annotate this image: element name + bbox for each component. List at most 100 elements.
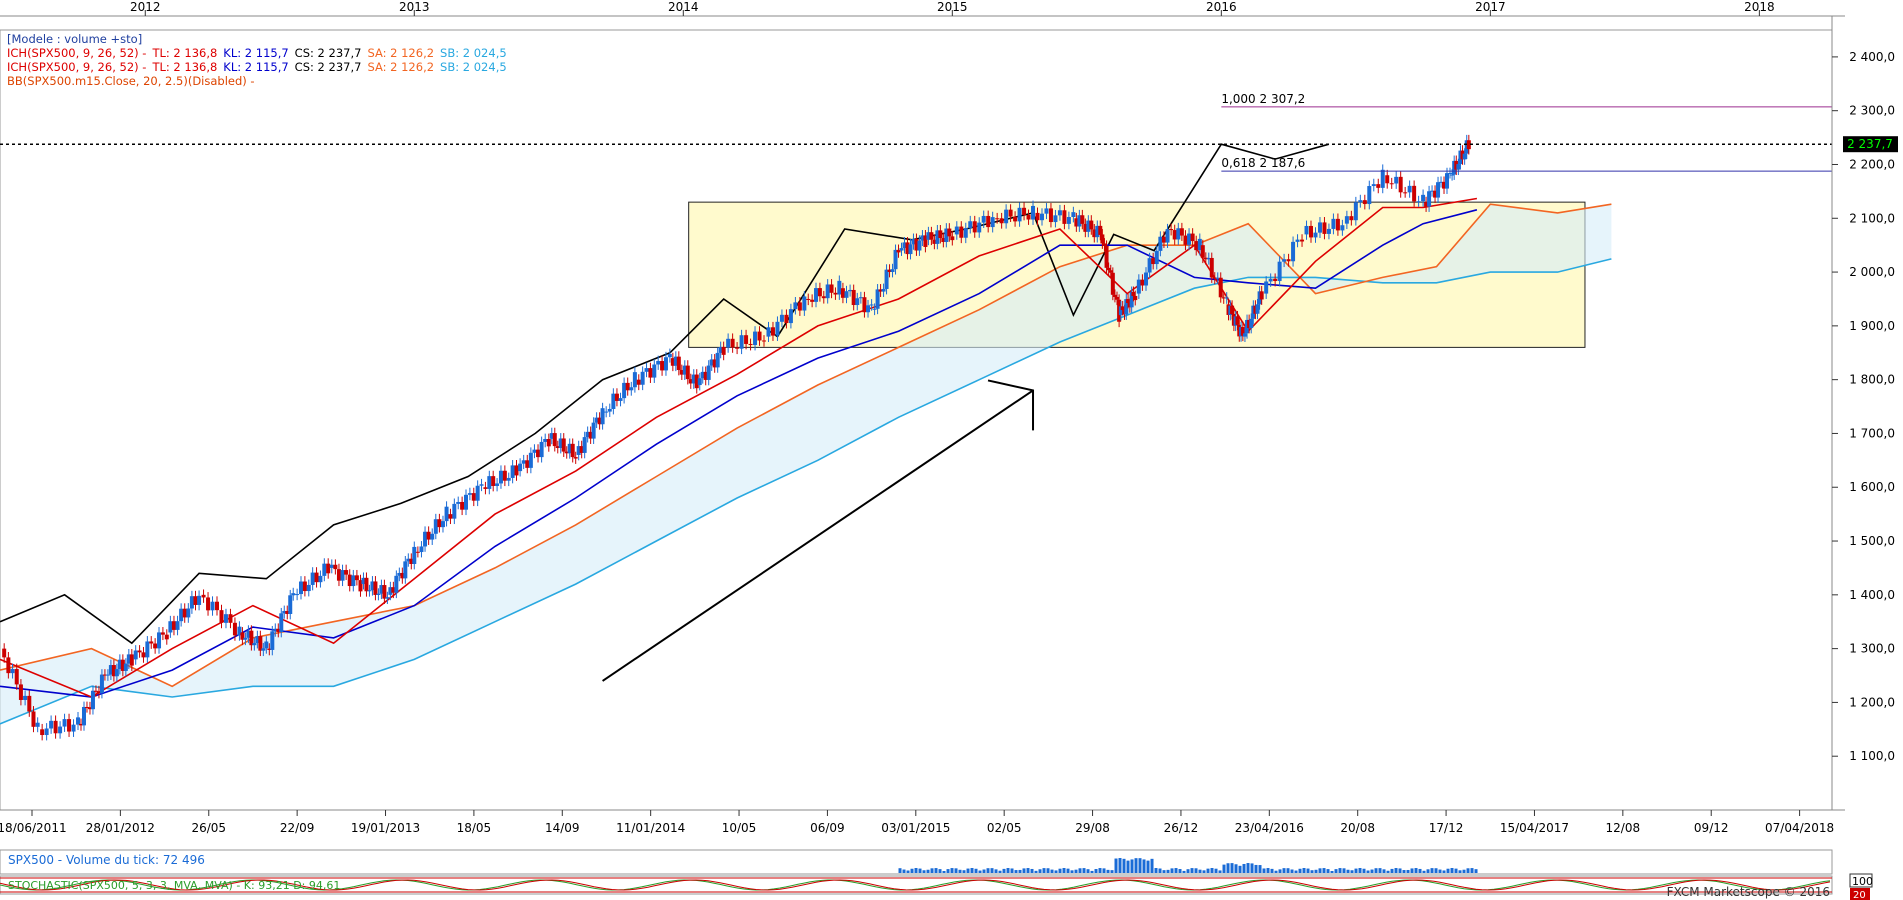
candle-body bbox=[797, 302, 802, 311]
candle-body bbox=[625, 382, 630, 391]
volume-bar bbox=[1106, 869, 1110, 873]
candle-body bbox=[1464, 140, 1469, 154]
volume-bar bbox=[1454, 868, 1458, 873]
candle-body bbox=[576, 446, 581, 455]
candle-body bbox=[1206, 257, 1211, 260]
volume-bar bbox=[1038, 869, 1042, 873]
candle-body bbox=[193, 596, 198, 605]
date-tick-label: 10/05 bbox=[722, 821, 757, 835]
volume-bar bbox=[962, 870, 966, 873]
legend-part: KL: 2 115,7 bbox=[223, 46, 289, 60]
volume-bar bbox=[910, 868, 914, 873]
date-tick-label: 17/12 bbox=[1429, 821, 1464, 835]
candle-body bbox=[1106, 267, 1111, 271]
candle-body bbox=[1013, 216, 1018, 222]
candle-body bbox=[1439, 181, 1444, 183]
candle-body bbox=[376, 593, 381, 595]
candle-body bbox=[219, 610, 224, 623]
candle-body bbox=[1427, 191, 1432, 207]
candle-body bbox=[197, 595, 202, 605]
volume-bar bbox=[1134, 858, 1138, 873]
candle-body bbox=[506, 477, 511, 481]
candle-body bbox=[117, 659, 122, 670]
volume-bar bbox=[1442, 870, 1446, 873]
main-plot-area[interactable] bbox=[0, 29, 1833, 811]
volume-bar bbox=[1014, 870, 1018, 873]
candle-body bbox=[1273, 278, 1278, 282]
candle-body bbox=[935, 230, 940, 244]
candle-body bbox=[329, 564, 334, 568]
candle-body bbox=[123, 663, 128, 671]
candle-body bbox=[448, 514, 453, 519]
candle-body bbox=[210, 601, 215, 611]
volume-bar bbox=[1098, 868, 1102, 873]
candle-body bbox=[1403, 192, 1408, 194]
candle-body bbox=[622, 382, 627, 399]
candle-body bbox=[555, 446, 560, 449]
volume-bar bbox=[1046, 868, 1050, 873]
candle-body bbox=[573, 457, 578, 459]
candle-body bbox=[1295, 239, 1300, 242]
candle-body bbox=[6, 657, 11, 674]
volume-bar bbox=[1034, 870, 1038, 873]
date-tick-label: 22/09 bbox=[280, 821, 315, 835]
legend-part: SB: 2 024,5 bbox=[440, 60, 507, 74]
candle-body bbox=[206, 597, 211, 611]
candle-body bbox=[273, 628, 278, 632]
volume-bar bbox=[1118, 858, 1122, 873]
candle-body bbox=[735, 347, 740, 349]
volume-bar bbox=[1102, 868, 1106, 873]
date-axis[interactable]: 18/06/2011 28/01/2012 26/05 22/09 19/01/2013… bbox=[0, 810, 1834, 835]
candle-body bbox=[1309, 225, 1314, 238]
candle-body bbox=[288, 595, 293, 614]
volume-bar bbox=[1190, 868, 1194, 873]
candle-body bbox=[872, 308, 877, 310]
candle-body bbox=[1436, 182, 1441, 198]
candle-body bbox=[1421, 194, 1426, 202]
candle-body bbox=[243, 637, 248, 640]
candle-body bbox=[347, 574, 352, 587]
candle-body bbox=[1129, 291, 1134, 308]
price-axis[interactable]: 1 100,0 1 200,0 1 300,0 1 400,0 1 500,0 1 600… bbox=[1832, 50, 1895, 763]
volume-bar bbox=[1254, 864, 1258, 873]
candle-body bbox=[1224, 297, 1229, 299]
candle-body bbox=[558, 438, 563, 449]
candle-body bbox=[298, 581, 303, 595]
candle-body bbox=[1344, 216, 1349, 224]
candle-body bbox=[941, 238, 946, 243]
candle-body bbox=[44, 728, 49, 736]
candle-body bbox=[579, 446, 584, 453]
volume-bar bbox=[1422, 870, 1426, 873]
candle-body bbox=[168, 621, 173, 633]
volume-bar bbox=[1386, 870, 1390, 873]
candle-body bbox=[237, 626, 242, 636]
volume-bar bbox=[990, 868, 994, 873]
candle-body bbox=[1044, 208, 1049, 214]
candle-body bbox=[258, 636, 263, 651]
candle-body bbox=[1120, 306, 1125, 311]
candle-body bbox=[1194, 241, 1199, 251]
candle-body bbox=[597, 417, 602, 425]
volume-bar bbox=[1358, 868, 1362, 873]
candle-body bbox=[1398, 176, 1403, 193]
volume-bar bbox=[1434, 868, 1438, 873]
candle-body bbox=[1039, 213, 1044, 221]
candle-body bbox=[1074, 218, 1079, 227]
candle-body bbox=[700, 371, 705, 379]
volume-bar bbox=[1126, 860, 1130, 873]
year-label: 2013 bbox=[399, 0, 430, 14]
candle-body bbox=[1104, 245, 1109, 268]
candle-body bbox=[1304, 225, 1309, 235]
candle-body bbox=[456, 501, 461, 504]
candle-body bbox=[1326, 228, 1331, 234]
legend-part: SA: 2 126,2 bbox=[367, 46, 435, 60]
volume-bar bbox=[1086, 869, 1090, 873]
candle-body bbox=[1165, 229, 1170, 243]
volume-bar bbox=[1406, 869, 1410, 873]
price-tick-label: 1 600,0 bbox=[1849, 480, 1895, 494]
candle-body bbox=[385, 597, 390, 599]
volume-bar bbox=[1466, 868, 1470, 873]
candle-body bbox=[932, 239, 937, 244]
price-tick-label: 2 100,0 bbox=[1849, 211, 1895, 225]
